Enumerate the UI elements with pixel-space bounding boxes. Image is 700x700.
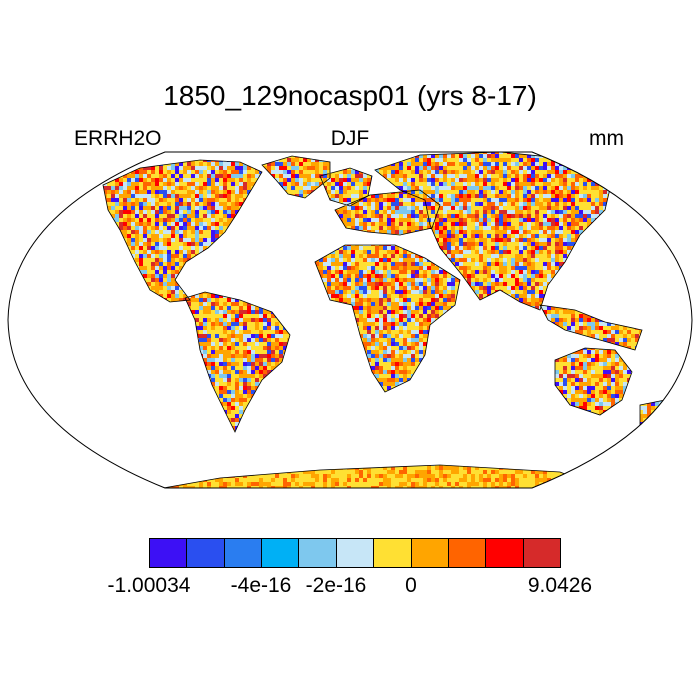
colorbar-tick-label: 9.0426 <box>527 574 593 597</box>
colorbar-box <box>373 538 412 568</box>
colorbar-box <box>447 538 487 568</box>
colorbar-box <box>410 538 449 568</box>
colorbar-tick-label: -2e-16 <box>305 574 367 597</box>
colorbar-box <box>485 538 524 568</box>
land-data-field <box>103 152 665 488</box>
season-label: DJF <box>330 127 370 150</box>
colorbar-tick-label: 0 <box>405 574 417 597</box>
colorbar <box>149 538 561 568</box>
colorbar-box <box>223 538 263 568</box>
units-label: mm <box>589 127 624 150</box>
colorbar-box <box>186 538 225 568</box>
colorbar-box <box>298 538 337 568</box>
colorbar-box <box>335 538 375 568</box>
colorbar-box <box>261 538 300 568</box>
colorbar-tick-label: -1.00034 <box>107 574 191 597</box>
variable-label: ERRH2O <box>74 127 162 150</box>
map-border <box>7 151 693 489</box>
plot-title: 1850_129nocasp01 (yrs 8-17) <box>163 80 537 111</box>
colorbar-tick-label: -4e-16 <box>230 574 292 597</box>
colorbar-box <box>149 538 188 568</box>
colorbar-box <box>522 538 561 568</box>
